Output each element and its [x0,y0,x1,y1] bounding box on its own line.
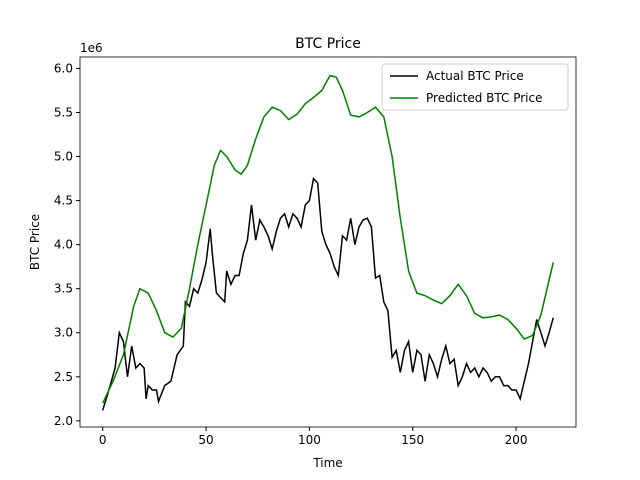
y-offset-label: 1e6 [80,41,103,55]
x-tick-label: 200 [505,433,528,447]
series-line [101,177,555,411]
plot-frame [79,56,577,428]
x-tick-label: 150 [401,433,424,447]
y-tick-label: 4.0 [54,238,73,252]
legend-label: Actual BTC Price [426,69,524,83]
y-tick-label: 5.5 [54,106,73,120]
y-tick-label: 5.0 [54,150,73,164]
x-tick-label: 100 [298,433,321,447]
y-axis-label: BTC Price [28,214,42,270]
y-tick-label: 3.5 [54,282,73,296]
y-tick-label: 2.0 [54,414,73,428]
legend-label: Predicted BTC Price [426,91,542,105]
series-line [102,74,555,404]
legend-box [381,63,569,111]
y-tick-label: 6.0 [54,61,73,75]
x-axis-label: Time [312,456,342,470]
chart-title: BTC Price [295,36,361,52]
y-tick-label: 3.0 [54,326,73,340]
x-tick-label: 50 [198,433,213,447]
y-tick-label: 2.5 [54,370,73,384]
y-tick-label: 4.5 [54,194,73,208]
x-tick-label: 0 [99,433,107,447]
